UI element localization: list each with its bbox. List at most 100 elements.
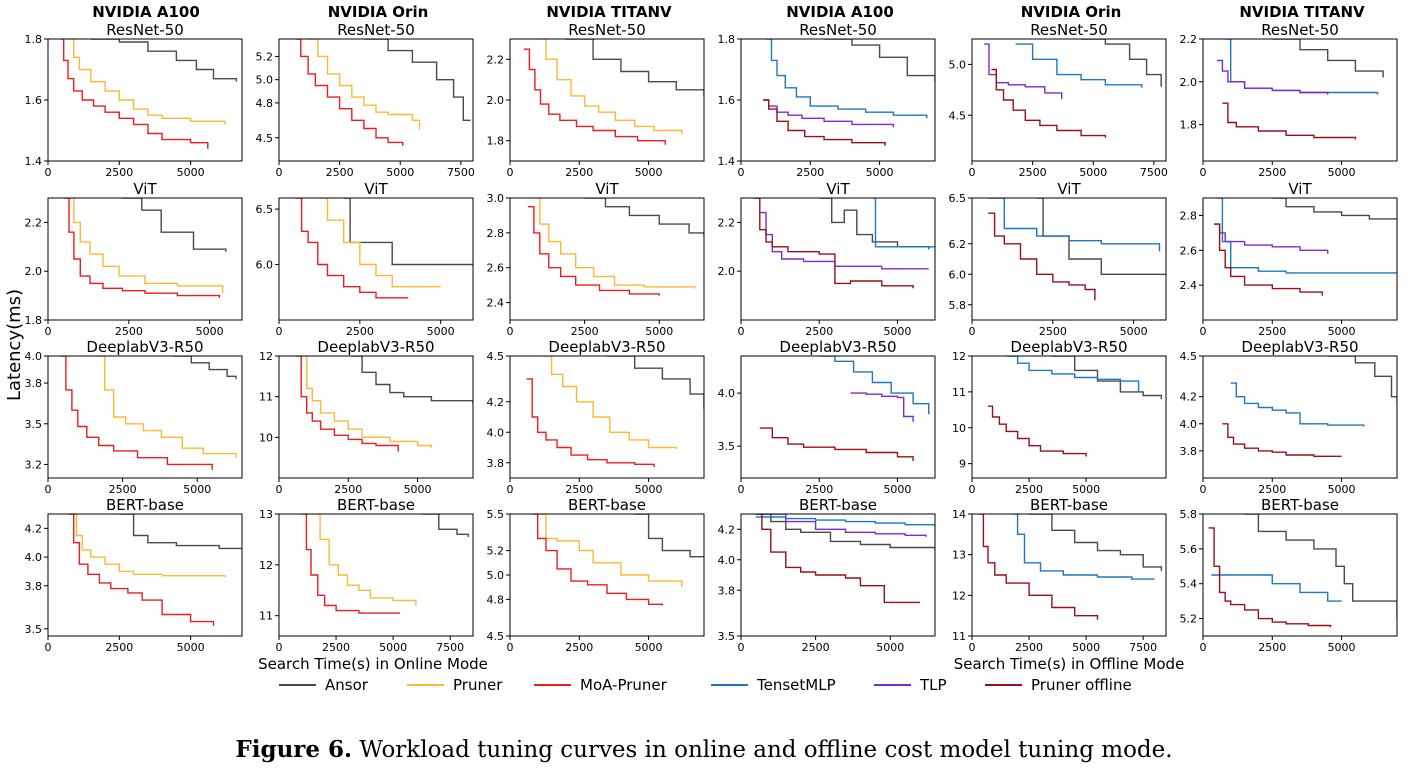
y-tick-label: 3.0: [487, 192, 505, 205]
panel-title: ResNet-50: [1030, 21, 1108, 39]
x-tick-label: 2500: [115, 325, 143, 338]
x-tick-label: 0: [969, 641, 976, 654]
panel-title: ViT: [133, 180, 157, 198]
series-lines: [753, 198, 935, 289]
caption-label: Figure 6.: [235, 736, 353, 763]
panel-title: DeeplabV3-R50: [548, 338, 665, 356]
x-tick-label: 2500: [105, 641, 133, 654]
plot-frame: [278, 513, 474, 637]
y-tick-label: 5.0: [256, 74, 274, 87]
series-line-tensetmlp: [765, 39, 928, 119]
panel-10: ViT 0 2500 5000 2.0 2.2: [718, 180, 936, 338]
y-tick-label: 2.6: [1180, 244, 1198, 257]
col-header-3: NVIDIA TITANV: [546, 3, 672, 21]
x-tick-label: 5000: [1120, 325, 1148, 338]
x-tick-label: 2500: [1015, 641, 1043, 654]
x-tick-label: 0: [1200, 325, 1207, 338]
y-tick-label: 2.8: [487, 227, 505, 240]
series-line-ansor: [363, 39, 471, 121]
panel-8: ViT 0 2500 5000 6.0 6.5: [256, 180, 474, 338]
series-line-pruner: [308, 39, 421, 130]
plot-frame: [740, 513, 936, 637]
y-tick-label: 2.0: [718, 265, 736, 278]
x-tick-label: 0: [1200, 483, 1207, 496]
series-line-pruner: [317, 198, 441, 288]
legend-label: Pruner: [453, 676, 503, 694]
caption-text: Workload tuning curves in online and off…: [352, 737, 1173, 763]
panel-title: DeeplabV3-R50: [1010, 338, 1127, 356]
panel-6: ResNet-50 0 2500 5000 1.8 2.0 2.2: [1180, 21, 1398, 179]
series-line-tensetmlp: [1006, 356, 1140, 392]
x-tick-label: 5000: [1328, 325, 1356, 338]
x-tick-label: 0: [45, 325, 52, 338]
panel-21: BERT-base 0 2500 5000 4.5 4.8 5.0 5.2 5.5: [487, 496, 705, 654]
panel-16: DeeplabV3-R50 0 2500 5000 3.5 4.0: [718, 338, 936, 496]
x-tick-label: 5000: [404, 483, 432, 496]
series-lines: [988, 198, 1166, 301]
panel-19: BERT-base 0 2500 5000 3.5 3.8 4.0 4.2: [25, 496, 243, 654]
y-tick-label: 1.8: [487, 135, 505, 148]
y-tick-label: 3.5: [25, 418, 43, 431]
series-line-tlp: [984, 43, 1063, 99]
panel-title: ViT: [364, 180, 388, 198]
series-line-tensetmlp: [1216, 198, 1397, 274]
x-tick-label: 0: [507, 483, 514, 496]
panel-14: DeeplabV3-R50 0 2500 5000 10 11 12: [259, 338, 474, 496]
y-tick-label: 3.8: [25, 377, 43, 390]
legend-item-ansor: Ansor: [279, 676, 369, 694]
y-tick-label: 3.8: [718, 584, 736, 597]
y-tick-label: 3.8: [1180, 445, 1198, 458]
plot-frame: [278, 38, 474, 162]
series-line-pruner: [68, 39, 226, 125]
y-tick-label: 11: [259, 391, 273, 404]
series-line-pruner-offline: [759, 427, 914, 461]
series-line-tensetmlp: [1230, 382, 1365, 427]
x-tick-label: 0: [969, 166, 976, 179]
series-line-ansor: [351, 356, 473, 405]
series-line-pruner: [67, 198, 224, 294]
series-line-ansor: [122, 198, 227, 252]
y-tick-label: 5.2: [487, 545, 505, 558]
series-line-pruner-offline: [1214, 223, 1323, 296]
series-lines: [755, 514, 935, 604]
plot-frame: [509, 38, 705, 162]
y-tick-label: 4.2: [487, 396, 505, 409]
y-tick-label: 1.6: [718, 94, 736, 107]
legend-label: Ansor: [325, 676, 369, 694]
series-lines: [68, 514, 242, 626]
y-tick-label: 3.8: [487, 457, 505, 470]
plot-frame: [278, 355, 474, 479]
x-tick-label: 0: [276, 325, 283, 338]
plot-frame: [971, 38, 1167, 162]
legend-label: MoA-Pruner: [580, 676, 668, 694]
col-header-4: NVIDIA A100: [786, 3, 894, 21]
series-line-moa-pruner: [59, 356, 213, 470]
x-tick-label: 0: [45, 483, 52, 496]
x-tick-label: 5000: [876, 641, 904, 654]
series-lines: [988, 356, 1163, 457]
y-tick-label: 2.4: [487, 297, 505, 310]
x-tick-label: 0: [507, 166, 514, 179]
y-tick-label: 2.6: [487, 262, 505, 275]
series-line-tlp: [850, 392, 914, 422]
x-tick-label: 5000: [1072, 483, 1100, 496]
series-line-ansor: [1272, 39, 1384, 78]
series-lines: [1208, 514, 1397, 628]
series-line-ansor: [1081, 39, 1162, 87]
panel-title: DeeplabV3-R50: [1241, 338, 1358, 356]
plot-frame: [971, 197, 1167, 321]
x-tick-label: 2500: [805, 483, 833, 496]
panel-4: ResNet-50 0 2500 5000 1.4 1.6 1.8: [718, 21, 936, 179]
series-line-ansor: [565, 39, 704, 96]
legend-item-pruner-offline: Pruner offline: [985, 676, 1132, 694]
x-tick-label: 2500: [796, 166, 824, 179]
y-tick-label: 6.5: [949, 192, 967, 205]
y-tick-label: 13: [259, 508, 273, 521]
series-lines: [763, 39, 935, 146]
legend-label: Pruner offline: [1031, 676, 1132, 694]
y-tick-label: 4.5: [487, 350, 505, 363]
y-tick-label: 4.2: [718, 523, 736, 536]
series-line-pruner-offline: [1222, 423, 1342, 457]
x-tick-label: 5000: [1328, 641, 1356, 654]
series-lines: [295, 198, 473, 299]
